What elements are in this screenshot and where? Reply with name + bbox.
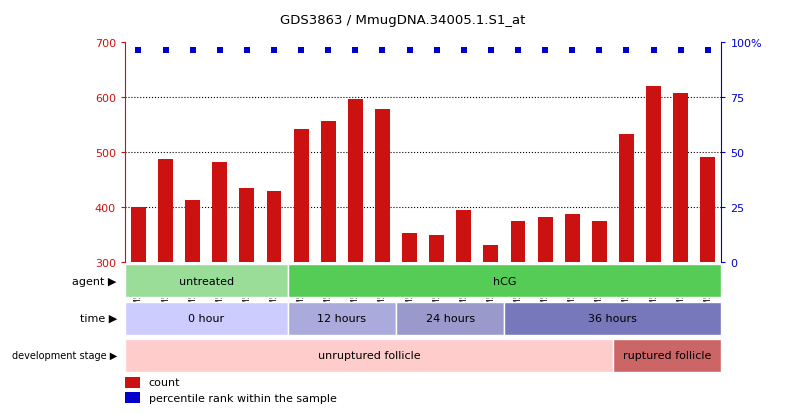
Point bbox=[295, 48, 308, 55]
Bar bbox=[375, 110, 390, 262]
Bar bbox=[592, 222, 607, 262]
Point bbox=[647, 48, 660, 55]
Bar bbox=[565, 214, 580, 262]
Point bbox=[593, 48, 606, 55]
Bar bbox=[484, 246, 498, 262]
Bar bbox=[619, 135, 634, 262]
Text: time ▶: time ▶ bbox=[80, 313, 117, 323]
FancyBboxPatch shape bbox=[288, 302, 396, 335]
FancyBboxPatch shape bbox=[396, 302, 505, 335]
Text: ruptured follicle: ruptured follicle bbox=[623, 350, 712, 360]
Bar bbox=[125, 377, 140, 388]
Point bbox=[457, 48, 470, 55]
Text: GDS3863 / MmugDNA.34005.1.S1_at: GDS3863 / MmugDNA.34005.1.S1_at bbox=[280, 14, 526, 27]
Text: 0 hour: 0 hour bbox=[188, 313, 224, 323]
Bar bbox=[125, 392, 140, 403]
Point bbox=[322, 48, 334, 55]
Text: agent ▶: agent ▶ bbox=[73, 276, 117, 286]
Point bbox=[349, 48, 362, 55]
Point bbox=[620, 48, 633, 55]
Bar bbox=[646, 87, 661, 262]
Text: percentile rank within the sample: percentile rank within the sample bbox=[149, 393, 337, 403]
Point bbox=[701, 48, 714, 55]
Point bbox=[675, 48, 688, 55]
Bar bbox=[185, 201, 200, 262]
Text: 24 hours: 24 hours bbox=[426, 313, 475, 323]
Bar bbox=[510, 222, 526, 262]
Point bbox=[159, 48, 172, 55]
FancyBboxPatch shape bbox=[125, 265, 288, 297]
Point bbox=[430, 48, 443, 55]
Bar bbox=[239, 188, 255, 262]
FancyBboxPatch shape bbox=[505, 302, 721, 335]
Bar bbox=[538, 217, 553, 262]
Bar bbox=[456, 210, 472, 262]
Point bbox=[566, 48, 579, 55]
Point bbox=[240, 48, 253, 55]
FancyBboxPatch shape bbox=[288, 265, 721, 297]
FancyBboxPatch shape bbox=[613, 339, 721, 372]
FancyBboxPatch shape bbox=[125, 302, 288, 335]
Bar bbox=[293, 129, 309, 262]
Text: development stage ▶: development stage ▶ bbox=[11, 350, 117, 360]
Text: count: count bbox=[149, 377, 181, 387]
Point bbox=[403, 48, 416, 55]
Bar bbox=[131, 207, 146, 262]
Bar bbox=[267, 191, 281, 262]
Point bbox=[376, 48, 389, 55]
Point bbox=[512, 48, 525, 55]
Bar bbox=[430, 235, 444, 262]
Point bbox=[214, 48, 226, 55]
FancyBboxPatch shape bbox=[125, 339, 613, 372]
Text: 12 hours: 12 hours bbox=[318, 313, 366, 323]
Bar bbox=[348, 100, 363, 262]
Bar bbox=[212, 163, 227, 262]
Text: unruptured follicle: unruptured follicle bbox=[318, 350, 420, 360]
Text: 36 hours: 36 hours bbox=[588, 313, 638, 323]
Bar bbox=[700, 157, 715, 262]
Point bbox=[186, 48, 199, 55]
Bar bbox=[402, 233, 417, 262]
Point bbox=[132, 48, 145, 55]
Bar bbox=[158, 160, 173, 262]
Bar bbox=[321, 122, 336, 262]
Point bbox=[538, 48, 551, 55]
Text: untreated: untreated bbox=[179, 276, 234, 286]
Bar bbox=[673, 94, 688, 262]
Point bbox=[268, 48, 280, 55]
Text: hCG: hCG bbox=[492, 276, 516, 286]
Point bbox=[484, 48, 497, 55]
